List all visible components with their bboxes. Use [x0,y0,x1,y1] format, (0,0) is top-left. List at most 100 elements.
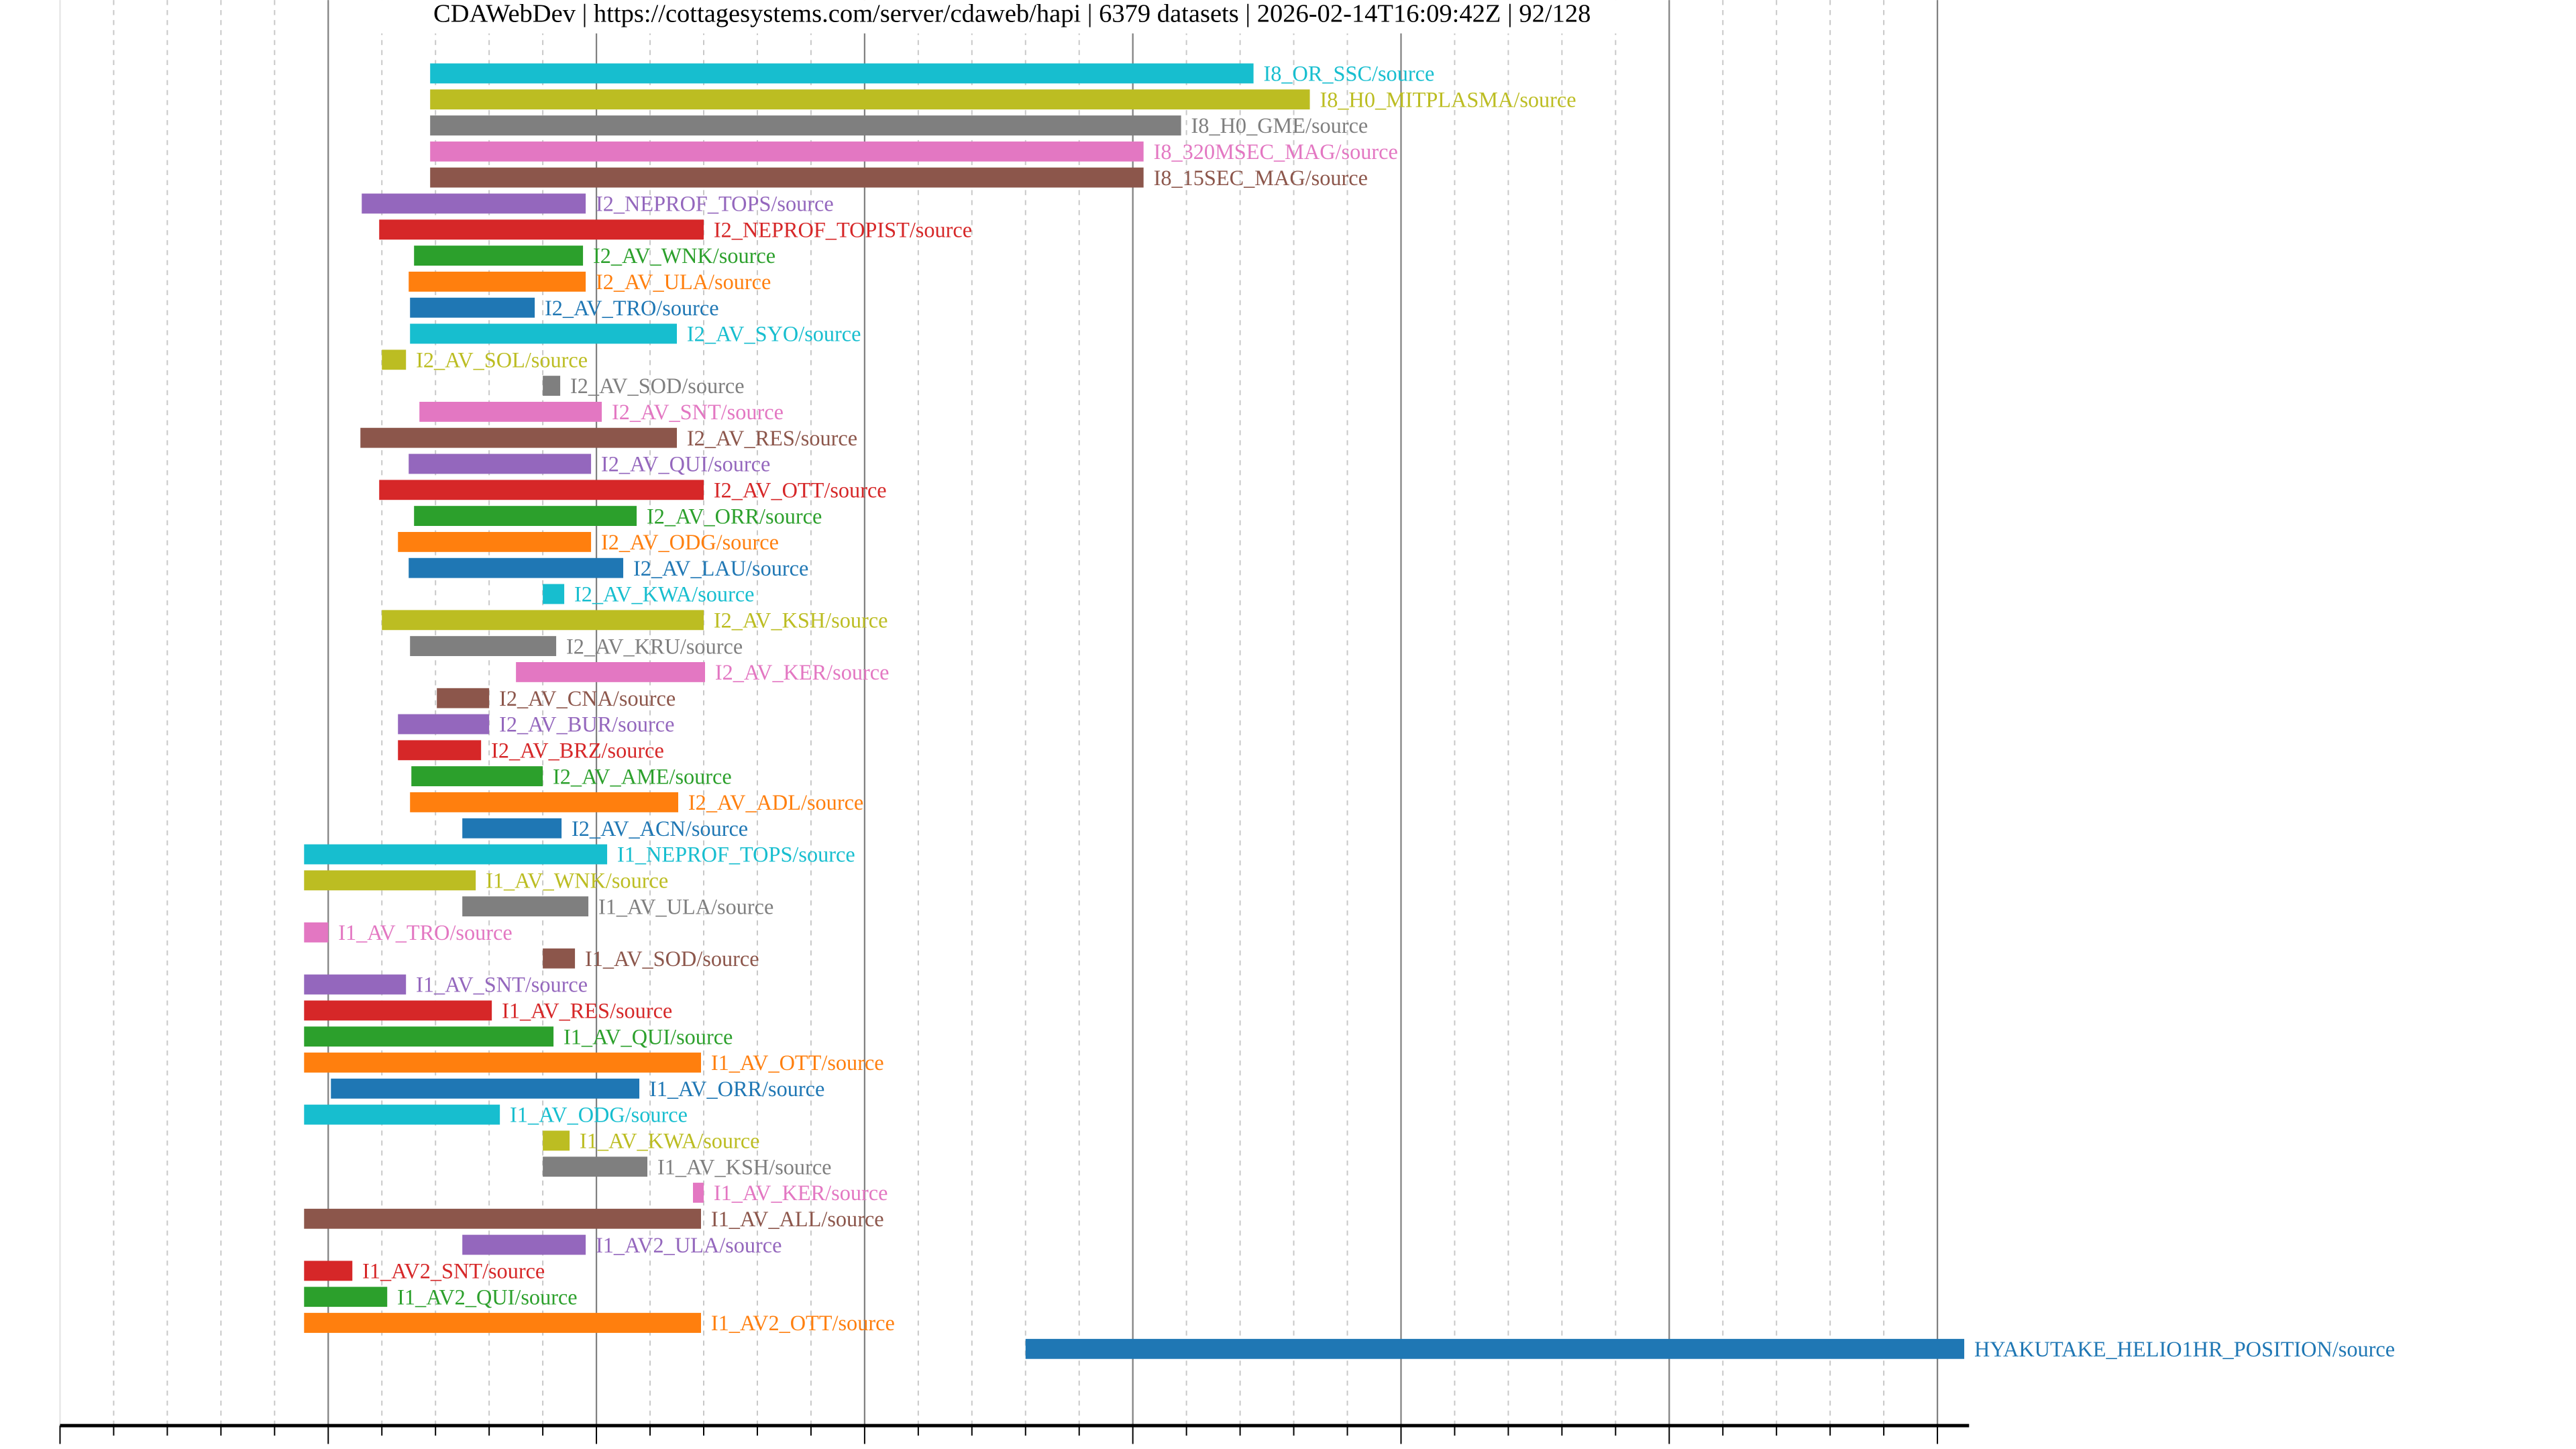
chart-title: CDAWebDev | https://cottagesystems.com/s… [433,0,1591,28]
x-tick-label: 2030 [1914,1446,1961,1449]
dataset-bar [398,740,482,761]
dataset-bar [304,974,407,995]
title-background [366,0,1668,34]
dataset-bar [304,922,329,943]
dataset-bar [543,1130,570,1151]
dataset-label: I2_AV_ULA/source [596,270,771,294]
dataset-label: I2_AV_BRZ/source [491,739,664,763]
dataset-bar [543,376,561,396]
dataset-label: I1_NEPROF_TOPS/source [617,843,855,867]
dataset-label: I1_AV_RES/source [502,999,672,1023]
x-axis: 1960 1970 1980 1990 2000 2010 2020 2030 [37,1424,1970,1449]
dataset-bar [409,271,586,292]
dataset-label: I2_AV_KWA/source [574,582,755,606]
dataset-label: I2_AV_RES/source [687,426,857,450]
dataset-label: I8_320MSEC_MAG/source [1154,140,1398,164]
dataset-bar [379,219,704,240]
dataset-label: I1_AV_ORR/source [649,1077,824,1101]
dataset-bar [693,1183,704,1203]
x-tick-label: 1970 [305,1446,352,1449]
dataset-bar [362,193,586,214]
dataset-bar [398,531,592,552]
dataset-bar [462,1234,586,1255]
dataset-bar [410,323,678,344]
x-tick-label: 1980 [573,1446,620,1449]
dataset-label: I1_AV2_QUI/source [397,1285,578,1309]
dataset-bar [331,1078,640,1099]
dataset-label: I2_AV_KSH/source [714,608,888,632]
dataset-label: I2_AV_QUI/source [601,452,770,476]
dataset-label: I8_15SEC_MAG/source [1154,166,1368,190]
dataset-bar [304,1287,388,1307]
dataset-bar [304,1026,554,1047]
dataset-label: I1_AV_KSH/source [657,1155,832,1179]
dataset-bar [516,661,705,682]
dataset-label: I2_AV_BUR/source [499,712,674,737]
dataset-label: I8_H0_MITPLASMA/source [1320,87,1576,111]
dataset-label: I1_AV2_ULA/source [596,1233,782,1257]
dataset-label: I2_AV_KER/source [715,660,890,684]
dataset-bar [411,766,543,787]
dataset-bar [304,1000,492,1021]
dataset-label: I2_NEPROF_TOPS/source [596,192,834,216]
dataset-label: I1_AV_SOD/source [585,947,759,971]
dataset-label: I2_AV_OTT/source [714,478,887,502]
dataset-label: I2_AV_ACN/source [572,816,748,841]
dataset-label: HYAKUTAKE_HELIO1HR_POSITION/source [1974,1337,2395,1361]
x-tick-label: 1990 [841,1446,888,1449]
dataset-label: I1_AV2_SNT/source [362,1259,545,1283]
dataset-label: I2_AV_CNA/source [499,686,676,710]
dataset-bar [360,427,678,448]
dataset-bar [304,844,608,865]
dataset-label: I2_AV_TRO/source [545,296,719,320]
dataset-label: I2_NEPROF_TOPIST/source [714,217,972,241]
dataset-bar [543,584,565,604]
dataset-label: I2_AV_ODG/source [601,530,779,554]
dataset-label: I1_AV_WNK/source [486,869,668,893]
x-tick-label: 2020 [1646,1446,1693,1449]
dataset-label: I2_AV_SNT/source [612,400,784,424]
dataset-label: I1_AV_OTT/source [711,1051,884,1075]
dataset-bar [430,115,1181,136]
dataset-bar [1025,1338,1965,1359]
dataset-label: I2_AV_ORR/source [647,504,822,528]
dataset-bar [304,1104,500,1125]
x-tick-label: 2000 [1110,1446,1157,1449]
dataset-bar [430,63,1254,84]
dataset-bar [410,636,557,657]
dataset-bar [409,557,624,578]
dataset-bar [414,246,584,266]
dataset-label: I2_AV_SOL/source [416,347,588,372]
dataset-label: I8_OR_SSC/source [1263,62,1434,86]
dataset-label: I1_AV_TRO/source [338,920,513,945]
dataset-bar [430,141,1144,162]
dataset-bar [382,610,704,631]
dataset-label: I2_AV_LAU/source [633,556,808,580]
dataset-label: I1_AV_QUI/source [564,1024,733,1049]
grid [59,0,1939,1426]
dataset-label: I2_AV_WNK/source [593,244,775,268]
dataset-label: I1_AV_ODG/source [510,1103,688,1127]
dataset-bar [379,480,704,500]
dataset-label: I2_AV_SYO/source [687,322,861,346]
dataset-bar [462,818,562,839]
dataset-label: I1_AV_KWA/source [580,1129,760,1153]
x-tick-label: 1960 [37,1446,84,1449]
x-tick-label: 2010 [1378,1446,1425,1449]
dataset-bar [304,1053,701,1073]
dataset-bar [304,1208,701,1229]
dataset-bar [410,792,679,812]
dataset-label: I1_AV_ULA/source [598,894,773,918]
dataset-bar [382,350,407,370]
dataset-label: I2_AV_SOD/source [570,374,745,398]
dataset-bar [398,714,490,735]
dataset-bar [430,167,1144,188]
dataset-bar [304,870,476,891]
dataset-label: I2_AV_ADL/source [688,790,863,814]
dataset-bar [419,401,602,422]
dataset-bar [414,506,637,527]
dataset-label: I1_AV_SNT/source [416,973,588,997]
dataset-bar [543,948,576,969]
